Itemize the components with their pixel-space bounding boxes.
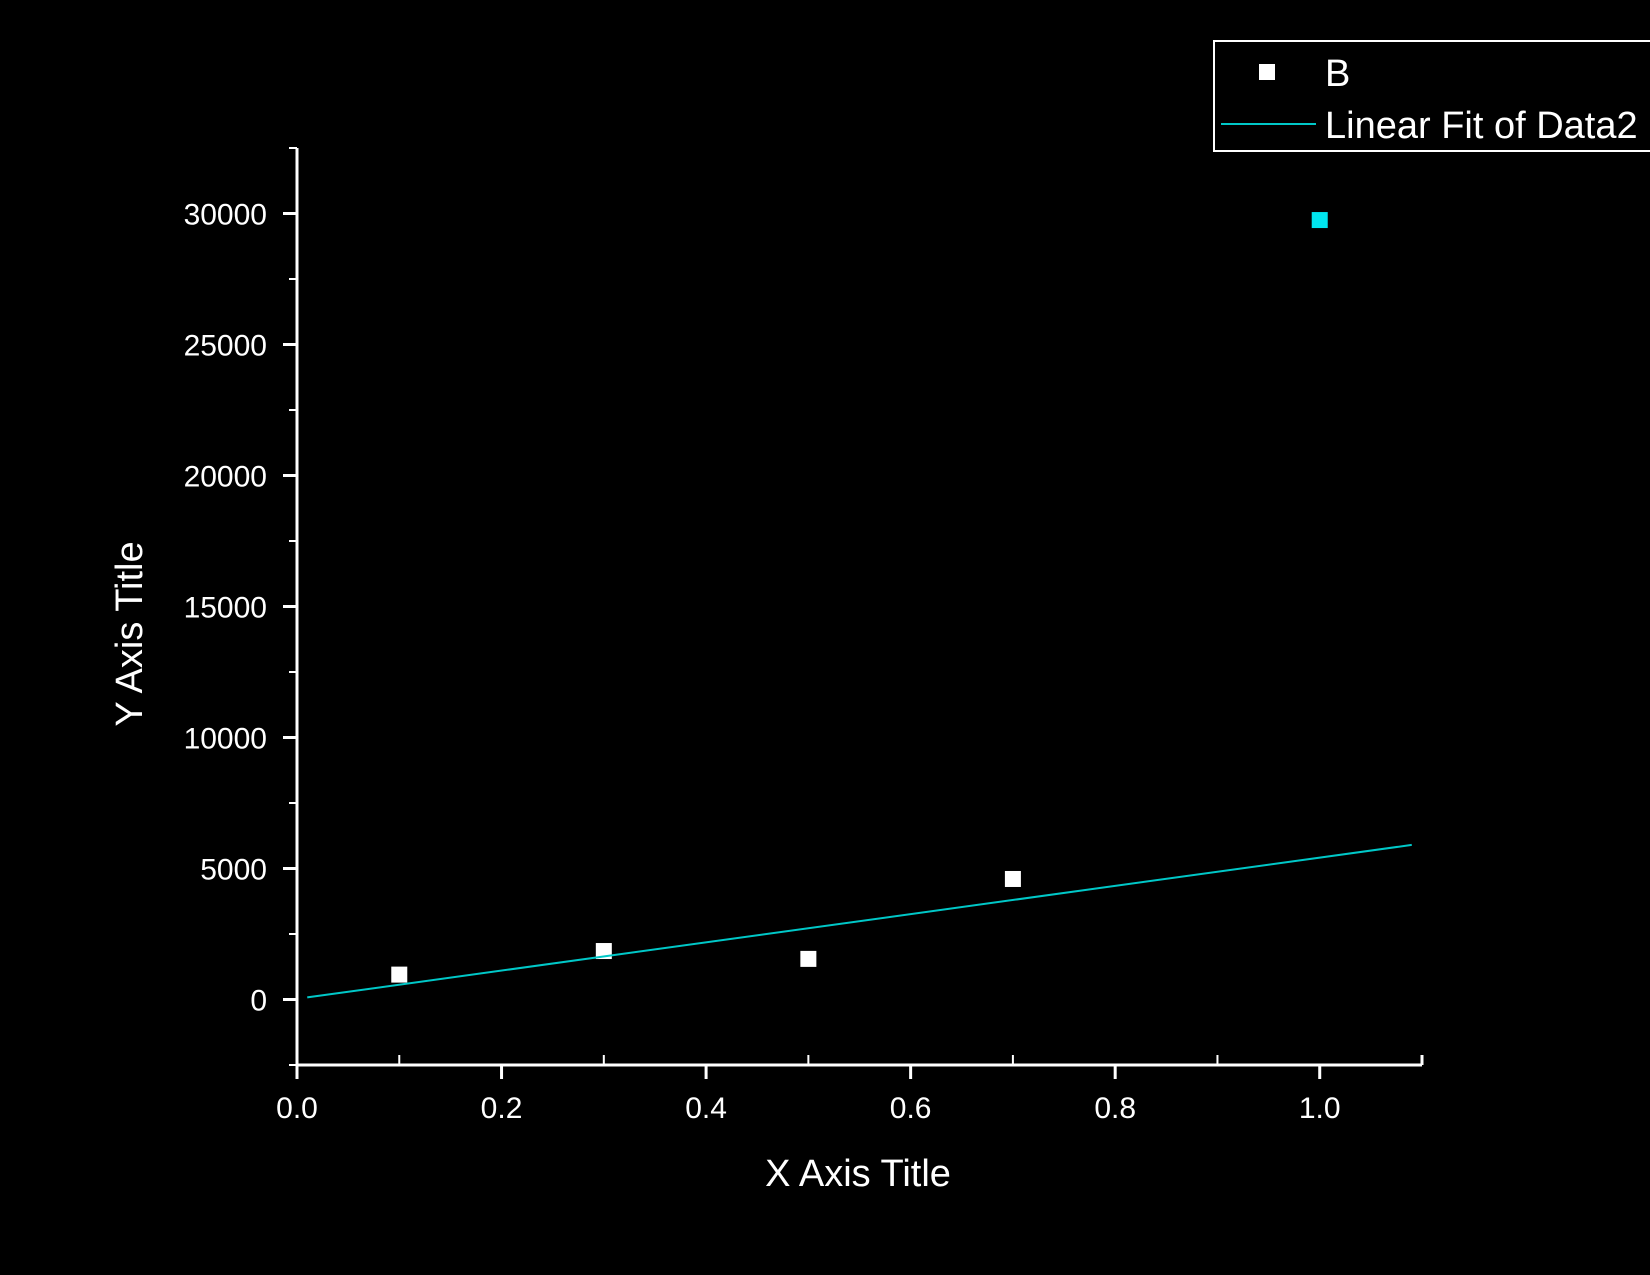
x-tick-label: 1.0 — [1299, 1092, 1341, 1125]
legend-box — [1213, 40, 1650, 152]
x-tick-label: 0.2 — [481, 1092, 523, 1125]
highlighted-data-point — [1311, 212, 1328, 229]
legend: B Linear Fit of Data2 — [1213, 40, 1650, 152]
axes: 0 5000 10000 15000 20000 25000 30000 0.0 0.2 0.4… — [184, 147, 1424, 1125]
data-point — [1004, 870, 1021, 887]
y-tick-label: 10000 — [184, 723, 267, 756]
y-tick-label: 20000 — [184, 461, 267, 494]
x-tick-label: 0.4 — [685, 1092, 727, 1125]
x-ticks: 0.0 0.2 0.4 0.6 0.8 1.0 — [276, 1055, 1424, 1125]
legend-marker-b — [1259, 64, 1275, 80]
y-tick-label: 5000 — [200, 854, 267, 887]
y-axis-title: Y Axis Title — [109, 541, 151, 726]
fit-line — [307, 843, 1412, 999]
y-tick-label: 30000 — [184, 199, 267, 232]
data-point — [391, 966, 408, 983]
x-tick-label: 0.8 — [1094, 1092, 1136, 1125]
y-ticks: 0 5000 10000 15000 20000 25000 30000 — [184, 147, 297, 1066]
series-layer — [307, 212, 1412, 999]
legend-label-b: B — [1325, 53, 1350, 95]
x-tick-label: 0.0 — [276, 1092, 318, 1125]
y-tick-label: 15000 — [184, 592, 267, 625]
legend-label-fit: Linear Fit of Data2 — [1325, 105, 1638, 147]
x-axis-title: X Axis Title — [765, 1153, 951, 1195]
x-tick-label: 0.6 — [890, 1092, 932, 1125]
y-tick-label: 0 — [250, 985, 267, 1018]
y-tick-label: 25000 — [184, 330, 267, 363]
data-point — [800, 950, 817, 967]
